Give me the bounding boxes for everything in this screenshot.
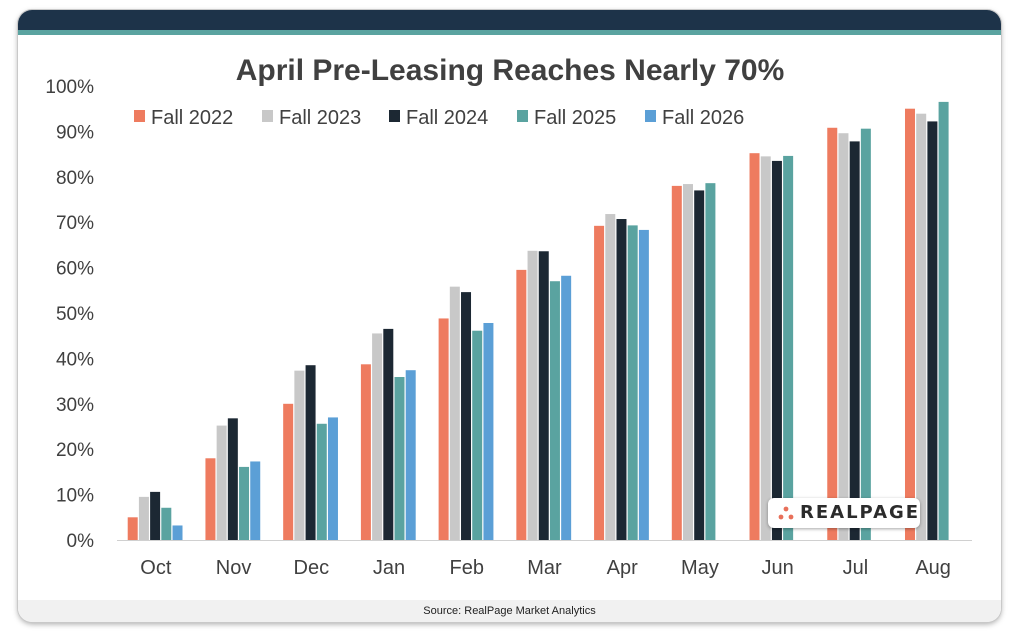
x-tick-label: Mar — [527, 557, 562, 579]
bar-fall-2026-oct — [172, 525, 183, 540]
bar-fall-2024-apr — [616, 219, 627, 540]
bar-fall-2026-apr — [638, 229, 649, 541]
legend-swatch — [262, 110, 273, 122]
x-tick-label: Jul — [843, 557, 869, 579]
bar-fall-2022-jun — [749, 153, 760, 540]
bars — [127, 101, 949, 541]
bar-fall-2022-oct — [127, 517, 138, 540]
bar-fall-2023-feb — [449, 286, 460, 540]
legend-label: Fall 2024 — [406, 107, 488, 129]
x-tick-label: Apr — [607, 557, 638, 579]
logo-dots-icon — [778, 506, 794, 520]
bar-fall-2024-jul — [849, 141, 860, 540]
x-tick-label: Aug — [915, 557, 951, 579]
bar-fall-2025-dec — [316, 423, 327, 540]
y-tick-label: 60% — [56, 259, 94, 280]
bar-fall-2022-may — [671, 185, 682, 540]
x-tick-label: Dec — [294, 557, 330, 579]
bar-fall-2024-jun — [771, 160, 782, 540]
bar-fall-2026-feb — [483, 322, 494, 540]
y-tick-label: 50% — [56, 304, 94, 325]
legend-label: Fall 2022 — [151, 107, 233, 129]
x-tick-label: Oct — [140, 557, 172, 579]
bar-fall-2026-jan — [405, 370, 416, 540]
x-tick-label: May — [681, 557, 719, 579]
bar-fall-2022-aug — [904, 108, 915, 540]
bar-fall-2022-feb — [438, 318, 449, 540]
bar-fall-2023-apr — [605, 214, 616, 540]
source-footer: Source: RealPage Market Analytics — [18, 600, 1001, 622]
x-tick-label: Jun — [762, 557, 794, 579]
bar-fall-2023-aug — [916, 113, 927, 540]
bar-fall-2025-apr — [627, 225, 638, 540]
bar-fall-2024-dec — [305, 365, 316, 540]
bar-fall-2023-jun — [760, 156, 771, 540]
y-tick-label: 20% — [56, 440, 94, 461]
bar-fall-2024-aug — [927, 121, 938, 540]
bar-fall-2023-jan — [372, 333, 383, 540]
bar-fall-2025-jul — [860, 128, 871, 540]
chart-title: April Pre-Leasing Reaches Nearly 70% — [236, 54, 785, 87]
bar-fall-2022-jul — [827, 127, 838, 541]
legend: Fall 2022 Fall 2023 Fall 2024 Fall 2025 Fall… — [134, 107, 744, 129]
logo-text: REALPAGE — [800, 502, 921, 523]
bar-fall-2022-jan — [360, 364, 371, 540]
bar-fall-2024-oct — [150, 491, 161, 540]
x-tick-label: Nov — [216, 557, 252, 579]
top-bar — [18, 10, 1001, 30]
bar-fall-2023-may — [683, 184, 693, 540]
bar-fall-2025-jun — [783, 155, 794, 541]
bar-fall-2022-mar — [516, 269, 527, 540]
bar-fall-2026-nov — [250, 461, 261, 540]
legend-swatch — [517, 110, 528, 122]
bar-fall-2024-may — [694, 190, 705, 541]
bar-fall-2022-dec — [283, 403, 294, 540]
x-tick-label: Jan — [373, 557, 405, 579]
bar-fall-2025-feb — [472, 330, 483, 540]
bar-fall-2024-feb — [461, 292, 472, 540]
legend-swatch — [389, 110, 400, 122]
legend-label: Fall 2026 — [662, 107, 744, 129]
bar-fall-2023-oct — [138, 496, 149, 540]
bar-fall-2022-apr — [594, 225, 605, 540]
bar-fall-2026-mar — [561, 275, 572, 540]
bar-fall-2025-oct — [161, 507, 172, 540]
y-tick-label: 40% — [56, 349, 94, 370]
bar-fall-2025-jan — [394, 377, 405, 540]
bar-fall-2023-nov — [216, 425, 227, 540]
legend-label: Fall 2025 — [534, 107, 616, 129]
y-tick-label: 30% — [56, 395, 94, 416]
bar-fall-2026-dec — [327, 417, 338, 540]
realpage-logo: REALPAGE — [768, 498, 920, 528]
y-tick-label: 0% — [67, 531, 95, 552]
bar-fall-2022-nov — [205, 458, 216, 540]
bar-fall-2025-aug — [938, 101, 949, 540]
x-tick-label: Feb — [450, 557, 484, 579]
y-tick-label: 70% — [56, 213, 94, 234]
legend-label: Fall 2023 — [279, 107, 361, 129]
legend-swatch — [134, 110, 145, 122]
x-axis: Oct Nov Dec Jan Feb Mar Apr May Jun Jul Aug — [117, 540, 972, 579]
y-tick-label: 100% — [45, 77, 94, 98]
legend-swatch — [645, 110, 656, 122]
y-axis: 0% 10% 20% 30% 40% 50% 60% 70% 80% 90% 100% — [45, 77, 94, 552]
bar-fall-2023-mar — [527, 250, 538, 541]
bar-fall-2025-may — [705, 183, 716, 540]
y-tick-label: 90% — [56, 122, 94, 143]
top-accent-line — [18, 30, 1001, 35]
bar-fall-2024-mar — [538, 251, 549, 540]
bar-fall-2025-nov — [239, 466, 250, 540]
bar-fall-2024-nov — [227, 418, 238, 540]
y-tick-label: 10% — [56, 486, 94, 507]
y-tick-label: 80% — [56, 168, 94, 189]
bar-fall-2023-dec — [294, 370, 305, 540]
bar-fall-2024-jan — [383, 328, 394, 540]
bar-fall-2023-jul — [838, 133, 849, 540]
bar-fall-2025-mar — [549, 281, 560, 540]
